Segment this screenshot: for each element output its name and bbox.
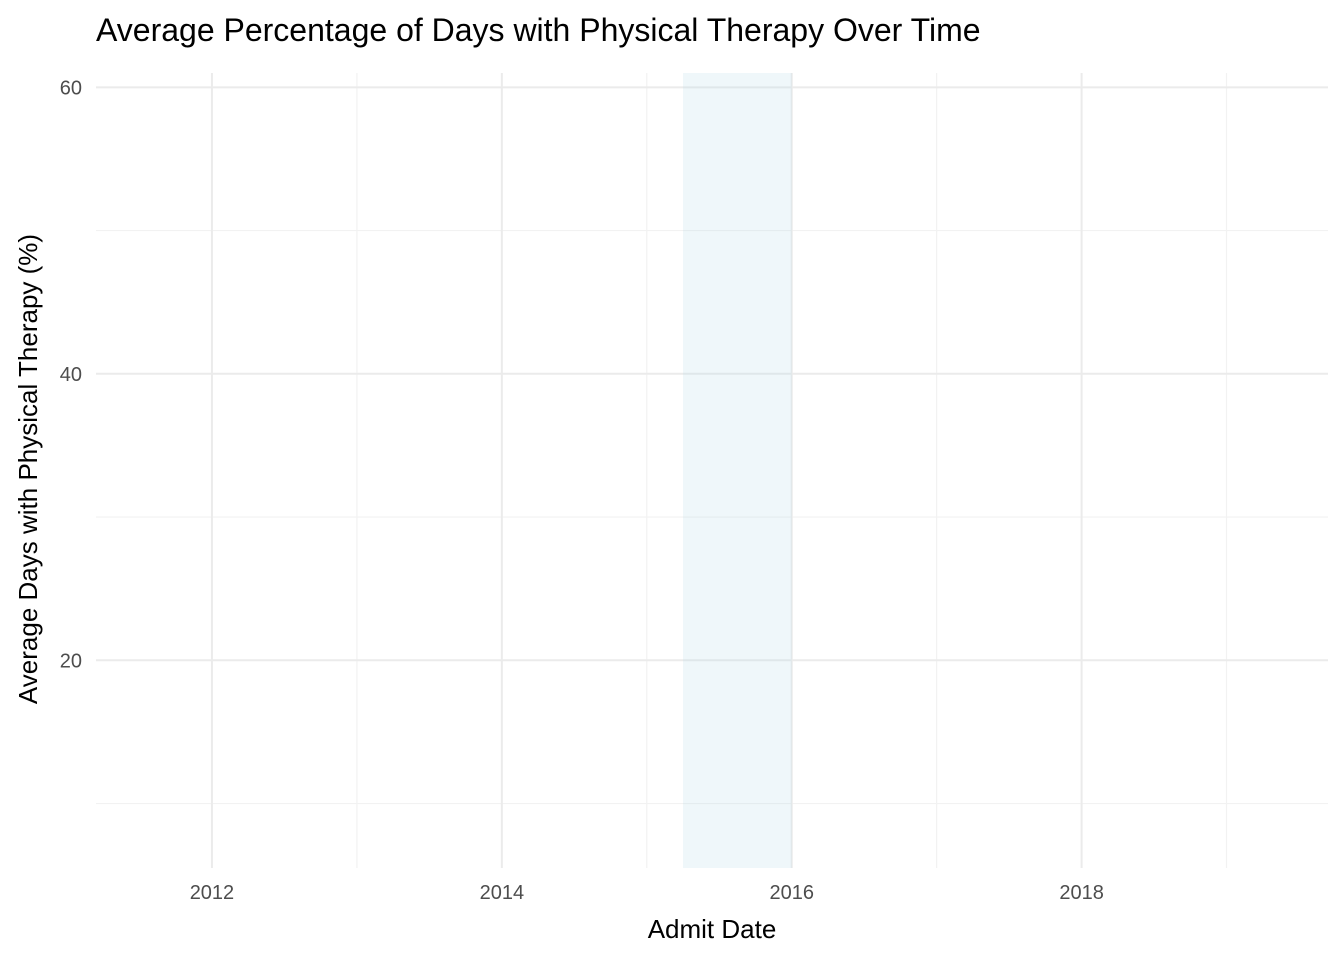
- highlight-band-layer: [683, 73, 792, 868]
- y-tick-label: 60: [60, 77, 82, 99]
- minor-x-gridlines: [356, 73, 1228, 868]
- y-tick-label: 40: [60, 364, 82, 386]
- x-tick-label: 2016: [769, 882, 814, 904]
- major-y-gridlines: [96, 86, 1328, 662]
- y-axis-tick-labels: 20 40 60: [60, 77, 82, 672]
- x-axis-tick-labels: 2012 2014 2016 2018: [190, 882, 1104, 904]
- y-tick-label: 20: [60, 650, 82, 672]
- x-tick-label: 2014: [480, 882, 525, 904]
- minor-y-gridlines: [96, 229, 1328, 805]
- highlight-band: [683, 73, 792, 868]
- y-axis-title: Average Days with Physical Therapy (%): [13, 234, 43, 704]
- chart-title: Average Percentage of Days with Physical…: [96, 12, 981, 48]
- major-x-gridlines: [210, 73, 1083, 868]
- plot-panel: [96, 73, 1328, 868]
- x-tick-label: 2018: [1059, 882, 1104, 904]
- x-axis-title: Admit Date: [648, 914, 777, 944]
- x-tick-label: 2012: [190, 882, 235, 904]
